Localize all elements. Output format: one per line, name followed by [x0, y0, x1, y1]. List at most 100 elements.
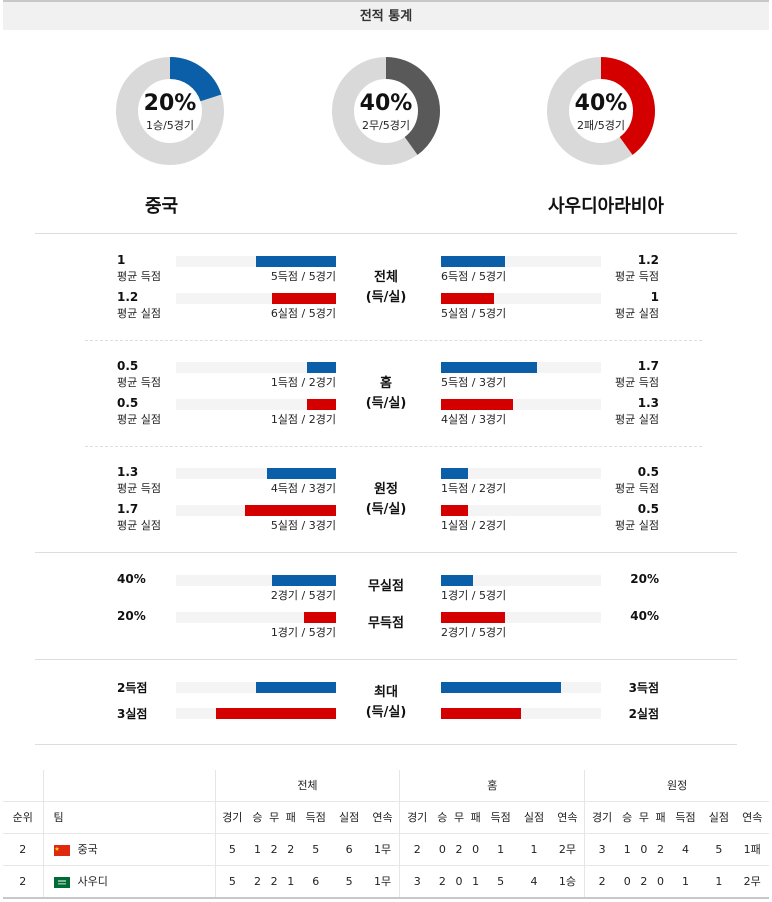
table-cell: 0 [635, 832, 653, 865]
away-stat-value: 1 [650, 290, 659, 304]
home-bar-text: 1실점 / 2경기 [270, 413, 336, 426]
row-rank: 2 [3, 864, 43, 897]
home-bar-track [176, 293, 336, 304]
table-cell: 0 [450, 864, 468, 897]
table-cell: 1패 [735, 832, 769, 865]
col-header: 무 [635, 800, 653, 833]
home-bar-text: 2경기 / 5경기 [270, 589, 336, 602]
away-stat-value: 1.2 [637, 253, 659, 267]
table-cell: 5 [483, 864, 518, 897]
draw-rate-donut: 40% 2무/5경기 [332, 57, 440, 165]
home-bar-text: 1득점 / 2경기 [270, 376, 336, 389]
home-bar-fill [272, 293, 336, 304]
away-bar-text: 1득점 / 2경기 [441, 482, 507, 495]
away-stat-value: 1.3 [637, 396, 659, 410]
away-bar-fill [441, 399, 513, 410]
away-bar-track [441, 505, 601, 516]
col-header: 연속 [550, 800, 585, 833]
home-stat-label: 평균 득점 [117, 376, 161, 389]
away-bar-text: 5득점 / 3경기 [441, 376, 507, 389]
table-cell: 1무 [365, 832, 400, 865]
home-stat-value: 1.7 [117, 502, 139, 516]
col-header: 득점 [299, 800, 333, 833]
home-stat-label: 평균 실점 [117, 413, 161, 426]
table-cell: 1승 [550, 864, 585, 897]
china-flag-icon [53, 844, 70, 856]
home-bar-fill [307, 362, 336, 373]
draw-rate-percent: 40% [359, 91, 413, 116]
col-rank: 순위 [3, 800, 43, 833]
away-bar-track [441, 575, 601, 586]
home-bar-fill [272, 575, 336, 586]
home-bar-track [176, 505, 336, 516]
home-bar-track [176, 612, 336, 623]
row-team: 사우디 [42, 864, 215, 897]
draw-rate-detail: 2무/5경기 [361, 119, 411, 132]
away-bar-track [441, 612, 601, 623]
home-bar-text: 5실점 / 3경기 [270, 519, 336, 532]
stats-header: 전적 통계 [3, 0, 769, 30]
home-bar-text: 6실점 / 5경기 [270, 307, 336, 320]
away-bar-fill [441, 256, 505, 267]
col-header: 실점 [702, 800, 736, 833]
home-team-name: 중국 [145, 196, 179, 217]
col-header: 연속 [735, 800, 769, 833]
loss-rate-ring [547, 57, 655, 165]
away-bar-text: 4실점 / 3경기 [441, 413, 507, 426]
table-cell: 1 [467, 864, 484, 897]
home-bar-text: 1경기 / 5경기 [270, 626, 336, 639]
row-rank: 2 [3, 832, 43, 865]
max-section-title: 최대 (득/실) [365, 685, 407, 720]
home-bar-track [176, 256, 336, 267]
table-cell: 2 [450, 832, 468, 865]
home-stat-value: 0.5 [117, 359, 139, 373]
table-cell: 2 [249, 864, 266, 897]
col-header: 득점 [668, 800, 703, 833]
table-cell: 2 [635, 864, 653, 897]
away-stat-label: 평균 실점 [615, 519, 659, 532]
table-cell: 2 [399, 832, 435, 865]
away-team-name: 사우디아라비아 [548, 196, 664, 217]
row-team: 중국 [42, 832, 215, 865]
table-cell: 1 [282, 864, 300, 897]
home-stat-value: 1.2 [117, 290, 139, 304]
home-bar-track [176, 362, 336, 373]
cleansheet-title: 무실점 [368, 579, 404, 594]
home-bar-text: 4득점 / 3경기 [270, 482, 336, 495]
away-bar-text: 1경기 / 5경기 [441, 589, 507, 602]
home-stat-label: 평균 실점 [117, 307, 161, 320]
col-header: 승 [618, 800, 636, 833]
home-bar-fill [216, 708, 336, 719]
away-bar-track [441, 399, 601, 410]
away-stat-label: 평균 실점 [615, 307, 659, 320]
standings-table: 전체 홈 원정 순위 팀 경기 승 무 패 득점 실점 연속 경기 승 무 패 득점 실점 연속 경기 승 무 패… [3, 770, 769, 897]
loss-rate-percent: 40% [574, 91, 628, 116]
col-header: 실점 [332, 800, 366, 833]
home-stat-value: 40% [117, 572, 146, 586]
win-rate-percent: 20% [143, 91, 197, 116]
table-cell: 1무 [365, 864, 400, 897]
home-stat-label: 평균 득점 [117, 482, 161, 495]
away-bar-fill [441, 293, 494, 304]
away-bar-text: 2경기 / 5경기 [441, 626, 507, 639]
away-stat-label: 평균 득점 [615, 376, 659, 389]
table-cell: 1 [517, 832, 551, 865]
col-header: 패 [652, 800, 669, 833]
col-header: 득점 [483, 800, 518, 833]
col-header: 경기 [399, 800, 435, 833]
col-header: 패 [282, 800, 300, 833]
divider [85, 340, 702, 341]
away-bar-fill [441, 612, 505, 623]
table-cell: 2 [265, 864, 283, 897]
away-section-title: 원정 (득/실) [365, 482, 407, 517]
divider [35, 744, 737, 745]
loss-rate-detail: 2패/5경기 [576, 119, 626, 132]
donut-fill-arc [116, 57, 224, 165]
away-bar-track [441, 708, 601, 719]
home-stat-value: 0.5 [117, 396, 139, 410]
win-rate-detail: 1승/5경기 [145, 119, 195, 132]
home-bar-fill [245, 505, 336, 516]
away-bar-track [441, 682, 601, 693]
home-section-title: 홈 (득/실) [365, 376, 407, 411]
away-bar-track [441, 468, 601, 479]
